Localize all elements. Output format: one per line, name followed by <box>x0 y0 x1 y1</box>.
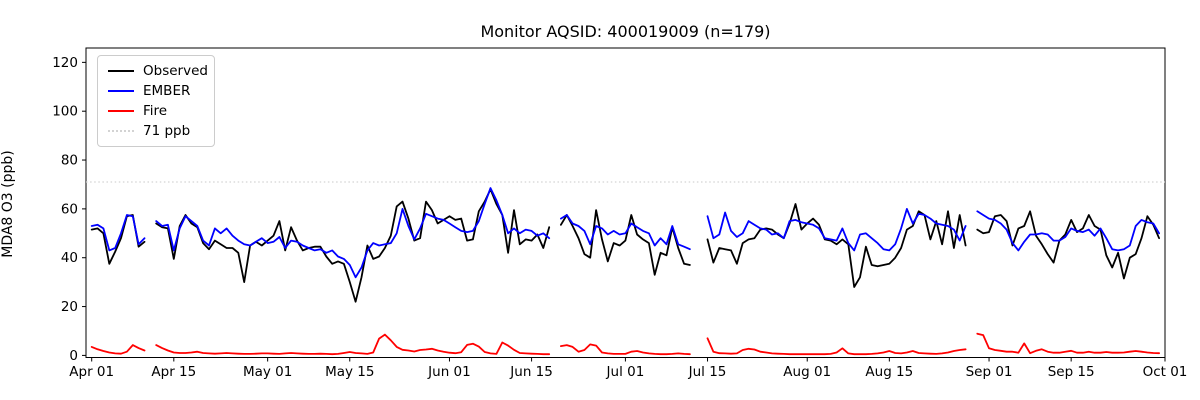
threshold-line-swatch <box>108 130 134 132</box>
x-tick-label: May 01 <box>243 364 292 380</box>
observed-line-swatch <box>108 70 134 72</box>
x-tick-label: Aug 15 <box>865 364 913 380</box>
x-tick-label: Oct 01 <box>1143 364 1188 380</box>
fire-series-line <box>90 332 1160 356</box>
legend: Observed EMBER Fire 71 ppb <box>97 55 215 147</box>
x-tick-label: Jun 15 <box>509 364 553 380</box>
legend-item-fire: Fire <box>108 104 204 118</box>
legend-label: Observed <box>143 63 208 79</box>
x-tick-label: Apr 01 <box>69 364 114 380</box>
y-axis-label: MDA8 O3 (ppb) <box>0 150 16 258</box>
x-tick-label: Jun 01 <box>427 364 471 380</box>
y-tick-label: 0 <box>69 348 78 364</box>
x-tick-label: Jul 15 <box>688 364 727 380</box>
y-tick-label: 100 <box>52 104 78 120</box>
y-tick-label: 80 <box>61 153 78 169</box>
y-tick-label: 120 <box>52 55 78 71</box>
x-tick-label: May 15 <box>325 364 374 380</box>
chart-title: Monitor AQSID: 400019009 (n=179) <box>480 22 771 41</box>
x-tick-label: Apr 15 <box>151 364 196 380</box>
fire-line-swatch <box>108 110 134 112</box>
legend-label: EMBER <box>143 83 191 99</box>
x-tick-label: Sep 01 <box>966 364 1013 380</box>
x-tick-label: Aug 01 <box>783 364 831 380</box>
plot-border <box>85 47 1166 358</box>
y-tick-label: 40 <box>61 250 78 266</box>
observed-series-line <box>90 188 1160 303</box>
x-tick-label: Sep 15 <box>1048 364 1095 380</box>
legend-label: Fire <box>143 103 168 119</box>
legend-label: 71 ppb <box>143 123 191 139</box>
legend-item-ember: EMBER <box>108 84 204 98</box>
legend-item-threshold: 71 ppb <box>108 124 204 138</box>
ember-line-swatch <box>108 90 134 92</box>
ember-series-line <box>90 187 1160 279</box>
x-tick-label: Jul 01 <box>606 364 645 380</box>
y-tick-label: 60 <box>61 201 78 217</box>
legend-item-observed: Observed <box>108 64 208 78</box>
y-tick-label: 20 <box>61 299 78 315</box>
